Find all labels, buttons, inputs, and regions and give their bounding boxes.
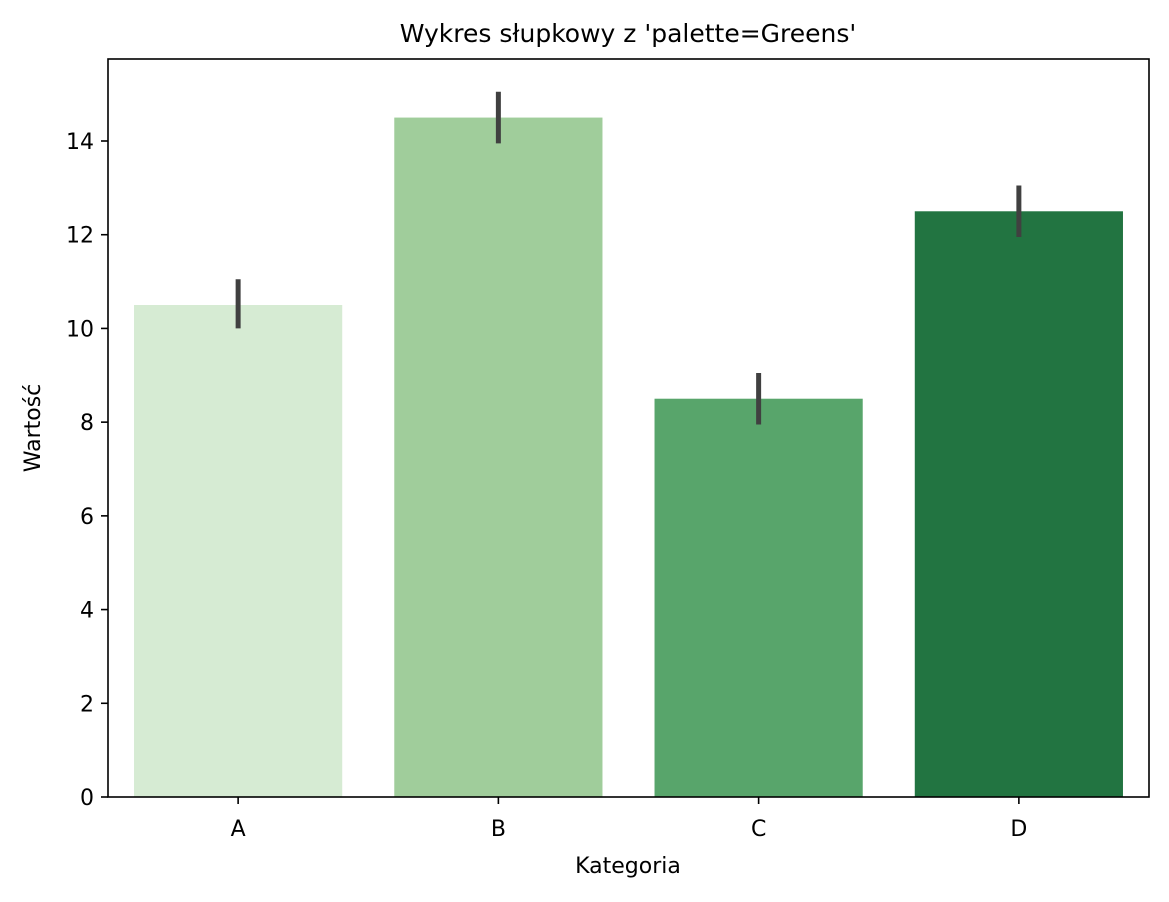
- bars-layer: [134, 117, 1123, 798]
- error-bars-layer: [235, 91, 1022, 425]
- y-tick-label: 4: [80, 599, 94, 624]
- y-tick-label: 10: [66, 317, 94, 342]
- y-tick-label: 8: [80, 411, 94, 436]
- plot-frame: [107, 58, 1150, 798]
- y-tick-label: 6: [80, 505, 94, 530]
- bar-A: [134, 305, 343, 797]
- bar-C: [654, 398, 863, 797]
- x-axis-label: Kategoria: [575, 854, 681, 879]
- y-axis-label: Wartość: [21, 384, 46, 473]
- chart-title: Wykres słupkowy z 'palette=Greens': [400, 19, 857, 48]
- x-tick-label-D: D: [1010, 817, 1027, 842]
- y-axis-ticks: 0 2 4 6 8 10 12 14: [66, 130, 108, 811]
- y-tick-label: 0: [80, 786, 94, 811]
- x-tick-label-B: B: [491, 817, 506, 842]
- y-tick-label: 14: [66, 130, 94, 155]
- x-tick-label-C: C: [751, 817, 766, 842]
- bar-B: [394, 117, 603, 798]
- y-tick-label: 2: [80, 692, 94, 717]
- x-tick-label-A: A: [231, 817, 246, 842]
- bar-D: [914, 211, 1123, 798]
- y-tick-label: 12: [66, 224, 94, 249]
- x-axis-ticks: A B C D: [231, 797, 1027, 842]
